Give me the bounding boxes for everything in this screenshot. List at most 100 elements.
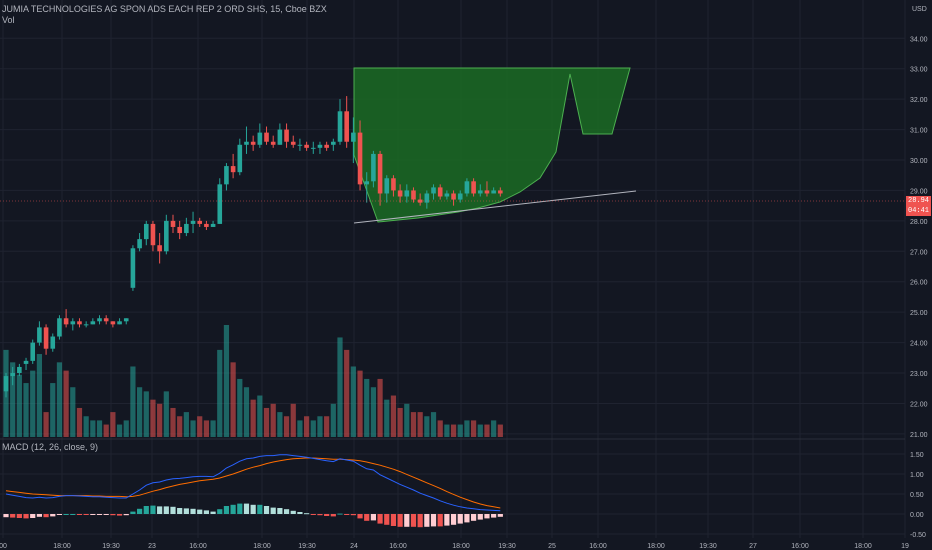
histogram-bar: [330, 514, 336, 517]
price-tick-label: 24.00: [910, 341, 928, 348]
volume-bar: [243, 387, 250, 437]
candle-body: [103, 318, 109, 322]
volume-bar: [137, 387, 143, 437]
candle-body: [377, 153, 383, 194]
histogram-bar: [450, 514, 457, 525]
volume-bar: [250, 399, 256, 437]
candle-body: [190, 220, 196, 224]
volume-bar: [397, 407, 403, 437]
histogram-bar: [10, 514, 16, 518]
candle-body: [498, 190, 503, 194]
volume-bar: [497, 424, 503, 437]
volume-bar: [330, 403, 336, 437]
currency-label: USD: [912, 6, 927, 13]
time-tick-label: 18:00: [452, 543, 470, 550]
volume-bar: [344, 349, 350, 437]
volume-bar: [377, 378, 383, 437]
volume-bar: [210, 420, 216, 437]
candle-body: [484, 190, 490, 194]
histogram-bar: [103, 514, 109, 515]
candle-body: [117, 321, 122, 325]
candle-body: [157, 245, 162, 252]
volume-bar: [484, 424, 490, 437]
histogram-bar: [210, 511, 216, 514]
time-tick-label: 16:00: [389, 543, 407, 550]
volume-bar: [437, 420, 443, 437]
candle-body: [63, 318, 69, 325]
candle-body: [110, 321, 116, 325]
volume-legend[interactable]: Vol: [2, 15, 15, 25]
volume-bar: [197, 416, 203, 437]
histogram-bar: [183, 508, 189, 514]
candle-body: [290, 141, 296, 145]
histogram-bar: [190, 508, 196, 514]
candle-body: [357, 132, 363, 185]
candle-body: [304, 144, 309, 148]
histogram-bar: [364, 514, 370, 521]
volume-bar: [190, 420, 196, 437]
volume-bar: [457, 424, 463, 437]
macd-tick-label: -0.50: [910, 532, 926, 539]
macd-tick-label: 1.50: [910, 452, 924, 459]
macd-line: [5, 454, 501, 512]
histogram-bar: [237, 503, 243, 514]
volume-bar: [450, 424, 457, 437]
histogram-bar: [163, 506, 169, 514]
candle-body: [57, 318, 62, 337]
volume-bar: [10, 362, 16, 437]
histogram-bar: [170, 506, 176, 514]
candle-body: [444, 193, 450, 197]
volume-bar: [230, 362, 236, 437]
time-tick-label: 18:00: [253, 543, 271, 550]
candle-body: [43, 327, 49, 349]
candle-body: [90, 321, 96, 325]
histogram-bar: [76, 514, 83, 515]
histogram-bar: [137, 508, 143, 514]
pattern-shape[interactable]: [353, 67, 631, 223]
candlestick-series: [3, 96, 503, 398]
time-tick-label: 18:00: [53, 543, 71, 550]
candle-body: [130, 248, 136, 288]
histogram-bar: [143, 506, 149, 514]
histogram-bar: [50, 514, 56, 517]
volume-bar: [70, 387, 76, 437]
histogram-bar: [430, 514, 437, 527]
candle-body: [224, 166, 229, 185]
macd-axis[interactable]: 1.50 1.00 0.50 0.00 -0.50: [910, 452, 926, 539]
candle-body: [184, 223, 189, 234]
symbol-title[interactable]: JUMIA TECHNOLOGIES AG SPON ADS EACH REP …: [2, 4, 327, 14]
histogram-bar: [83, 514, 89, 515]
time-tick-label: 16:00: [791, 543, 809, 550]
trendline[interactable]: [353, 190, 637, 224]
histogram-bar: [130, 511, 136, 514]
candle-body: [197, 220, 203, 224]
price-axis[interactable]: 34.00 33.00 32.00 31.00 30.00 29.00 28.00 27.00…: [910, 36, 928, 439]
time-tick-label: 27: [749, 543, 757, 550]
volume-bar: [150, 399, 156, 437]
macd-legend[interactable]: MACD (12, 26, close, 9): [2, 442, 99, 452]
volume-bar: [163, 391, 169, 437]
candle-body: [337, 111, 343, 142]
volume-bar: [350, 366, 356, 437]
time-axis[interactable]: 00 18:00 19:30 23 16:00 18:00 19:30 24 16:00 18:0…: [0, 543, 909, 550]
histogram-bar: [491, 514, 497, 518]
volume-bar: [23, 383, 29, 437]
current-price-label: 28.94: [906, 196, 932, 206]
price-tick-label: 30.00: [910, 158, 928, 165]
volume-bar: [424, 416, 430, 437]
candle-body: [97, 318, 102, 322]
candle-body: [137, 239, 142, 249]
price-tick-label: 33.00: [910, 67, 928, 74]
time-tick-label: 19:30: [498, 543, 516, 550]
histogram-bar: [464, 514, 470, 523]
cup-and-handle-drawing[interactable]: [353, 67, 637, 224]
histogram-bar: [123, 514, 129, 516]
candle-body: [477, 190, 483, 194]
macd-histogram: [3, 503, 503, 528]
volume-bar: [464, 420, 470, 437]
histogram-bar: [424, 514, 430, 527]
volume-bar: [183, 412, 189, 437]
histogram-bar: [283, 509, 290, 514]
volume-bar: [36, 354, 42, 437]
